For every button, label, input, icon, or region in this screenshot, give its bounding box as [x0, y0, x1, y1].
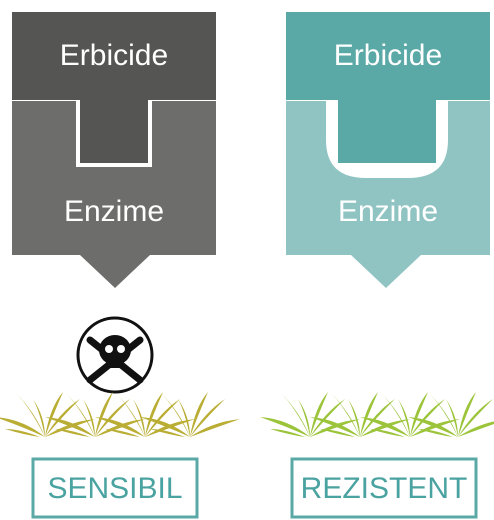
resistant-panel: Erbicide Enzime REZISTENT [260, 12, 494, 517]
enzyme-label: Enzime [338, 195, 438, 228]
skull-icon [78, 318, 152, 392]
result-label: REZISTENT [301, 472, 468, 505]
result-label: SENSIBIL [47, 472, 182, 505]
sensitive-panel: Erbicide Enzime SENSIBIL [0, 12, 240, 517]
grass-resistant [260, 392, 494, 437]
diagram: Erbicide Enzime SENSIBIL Erbicide [0, 0, 494, 520]
herbicide-label: Erbicide [334, 39, 442, 72]
herbicide-key [338, 100, 436, 163]
grass-sensitive [0, 392, 240, 437]
herbicide-label: Erbicide [60, 39, 168, 72]
herbicide-key [80, 100, 148, 163]
page: Erbicide Enzime SENSIBIL Erbicide [0, 0, 494, 520]
enzyme-label: Enzime [64, 195, 164, 228]
